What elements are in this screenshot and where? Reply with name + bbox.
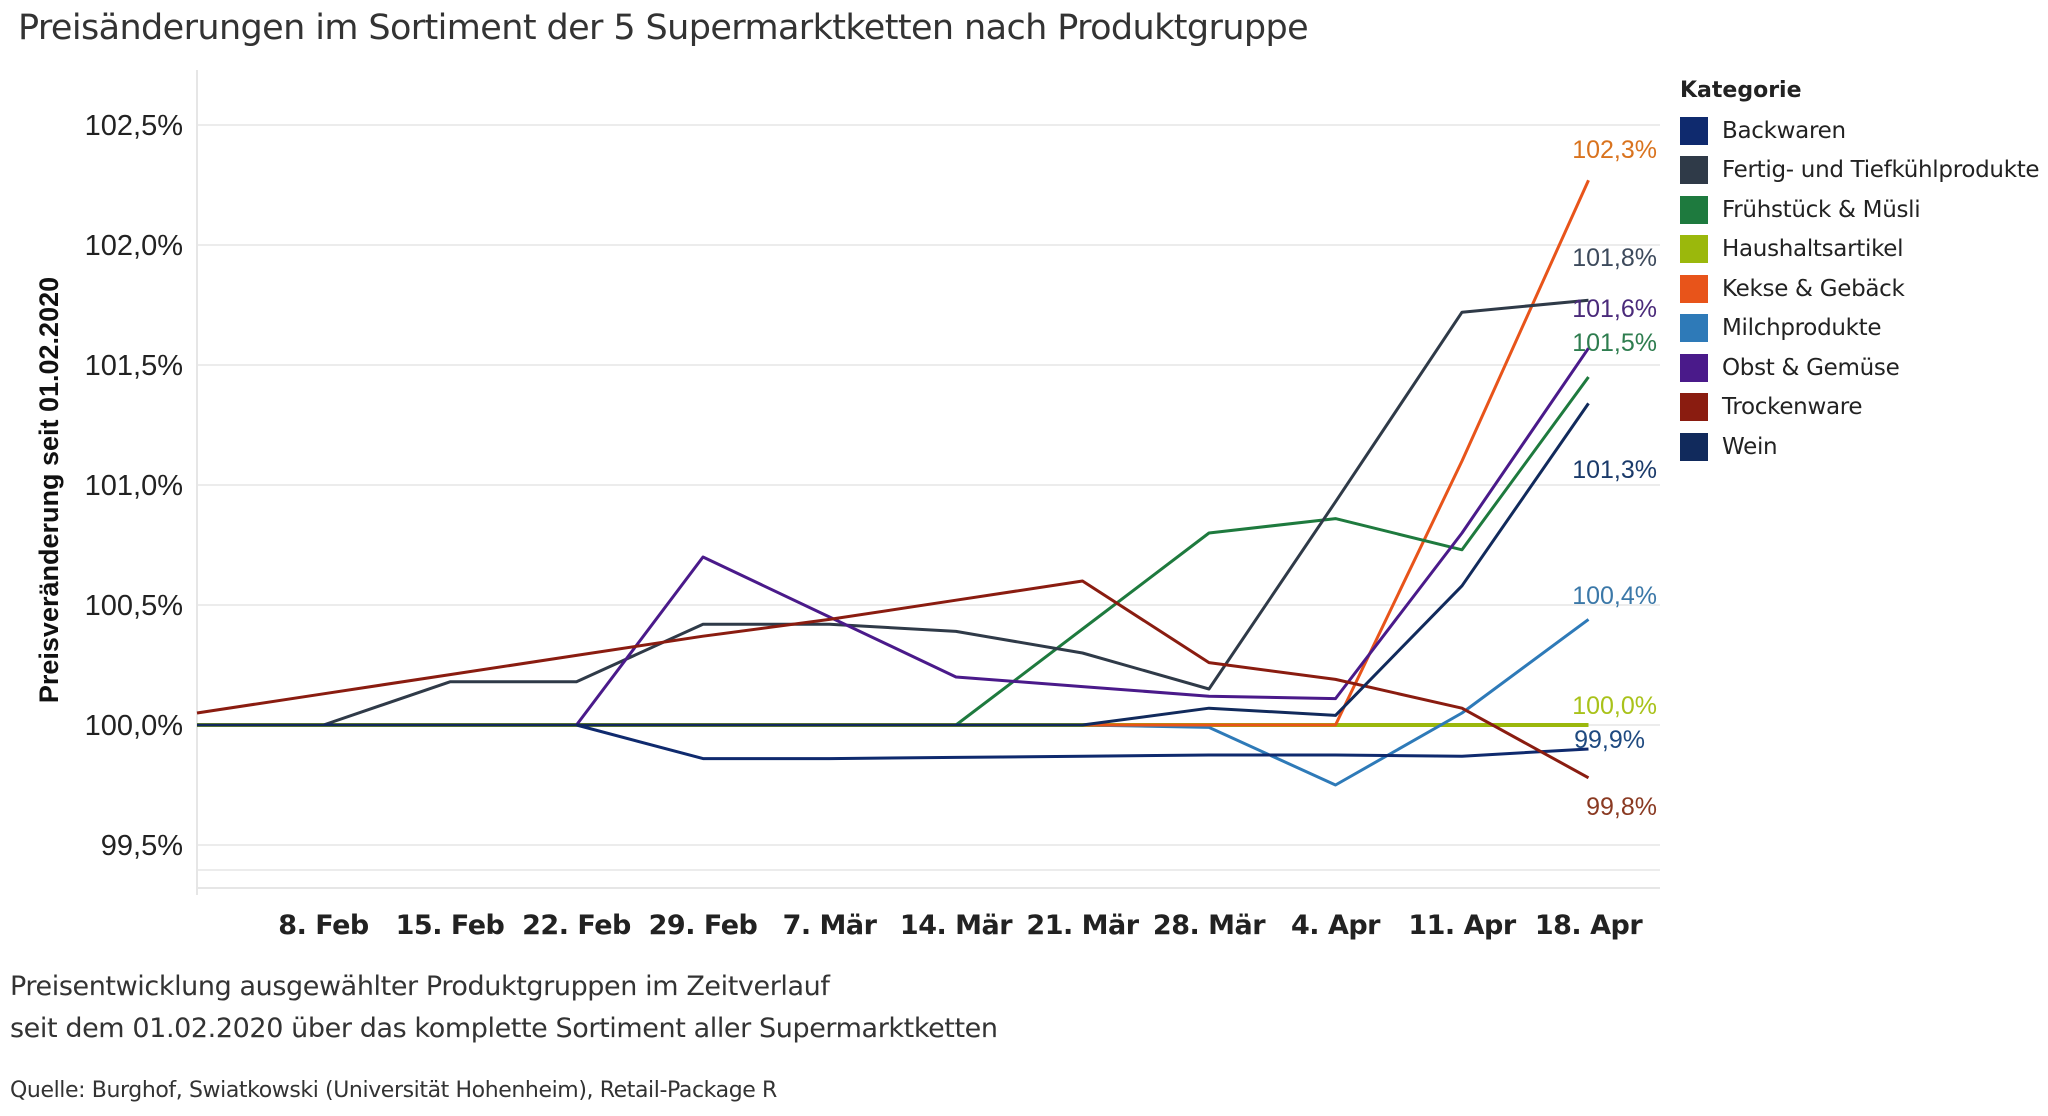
legend-item[interactable]: Frühstück & Müsli — [1680, 190, 2039, 230]
series-line-milchprodukte — [197, 618, 1590, 787]
legend-swatch — [1680, 393, 1708, 422]
x-tick-label: 18. Apr — [1535, 910, 1643, 941]
legend-swatch — [1680, 116, 1708, 145]
series-line-kekse-geb-ck — [197, 179, 1590, 727]
legend-swatch — [1680, 432, 1708, 461]
x-tick-label: 21. Mär — [1026, 910, 1139, 941]
legend-item[interactable]: Fertig- und Tiefkühlprodukte — [1680, 151, 2040, 191]
legend-item[interactable]: Backwaren — [1680, 111, 2039, 151]
x-tick-label: 4. Apr — [1291, 910, 1381, 941]
legend-title: Kategorie — [1680, 78, 1802, 103]
y-tick-label: 100,5% — [85, 590, 183, 622]
legend-label: Kekse & Gebäck — [1722, 275, 1905, 302]
legend-item[interactable]: Milchprodukte — [1680, 309, 2039, 349]
y-tick-label: 102,5% — [85, 110, 183, 142]
x-tick-label: 8. Feb — [278, 910, 369, 941]
series-line-fr-hst-ck-m-sli — [197, 376, 1590, 727]
y-tick-label: 101,5% — [85, 350, 183, 382]
y-axis-label: Preisveränderung seit 01.02.2020 — [34, 277, 64, 703]
end-label: 101,6% — [1572, 295, 1657, 323]
x-tick-label: 28. Mär — [1153, 910, 1266, 941]
end-labels: 101,8% 101,5% 100,0% 102,3% 100,4% 101,6% 99,8… — [1572, 136, 1657, 821]
legend-swatch — [1680, 274, 1708, 303]
x-tick-label: 7. Mär — [783, 910, 878, 941]
legend-item[interactable]: Wein — [1680, 427, 2039, 467]
source-note: Quelle: Burghof, Swiatkowski (Universitä… — [10, 1078, 777, 1103]
legend-item[interactable]: Haushaltsartikel — [1680, 230, 2039, 270]
end-label: 100,0% — [1572, 692, 1657, 720]
series-line-wein — [197, 402, 1590, 727]
legend-item[interactable]: Kekse & Gebäck — [1680, 269, 2039, 309]
legend-label: Backwaren — [1722, 117, 1846, 144]
legend-swatch — [1680, 195, 1708, 224]
legend-swatch — [1680, 314, 1708, 343]
end-label: 99,9% — [1574, 726, 1645, 754]
end-label: 100,4% — [1572, 582, 1657, 610]
y-tick-label: 99,5% — [101, 830, 183, 862]
legend-label: Wein — [1722, 433, 1778, 460]
series-line-fertig-und-tiefk-hlprodukte — [197, 298, 1589, 727]
caption: Preisentwicklung ausgewählter Produktgru… — [10, 966, 998, 1050]
series-line-backwaren — [197, 723, 1589, 761]
chart-title: Preisänderungen im Sortiment der 5 Super… — [18, 8, 1309, 48]
legend-label: Obst & Gemüse — [1722, 354, 1900, 381]
legend-label: Trockenware — [1722, 394, 1863, 421]
x-tick-label: 22. Feb — [522, 910, 631, 941]
end-label: 99,8% — [1586, 793, 1657, 821]
legend-item[interactable]: Obst & Gemüse — [1680, 348, 2039, 388]
legend-label: Fertig- und Tiefkühlprodukte — [1722, 157, 2040, 184]
y-tick-label: 101,0% — [85, 470, 183, 502]
legend-label: Frühstück & Müsli — [1722, 196, 1921, 223]
legend-item[interactable]: Trockenware — [1680, 388, 2039, 428]
x-axis-ticks: 8. Feb 15. Feb 22. Feb 29. Feb 7. Mär 14. Mär… — [278, 910, 1644, 941]
series-lines — [196, 179, 1590, 787]
legend: Kategorie Backwaren Fertig- und Tiefkühlp… — [1680, 78, 2040, 467]
y-tick-label: 100,0% — [85, 710, 183, 742]
x-tick-label: 29. Feb — [649, 910, 758, 941]
end-label: 101,3% — [1572, 456, 1657, 484]
end-label: 102,3% — [1572, 136, 1657, 164]
series-line-trockenware — [196, 579, 1590, 780]
y-axis-ticks: 99,5% 100,0% 100,5% 101,0% 101,5% 102,0% 102,5… — [85, 110, 183, 862]
x-tick-label: 14. Mär — [900, 910, 1013, 941]
end-label: 101,5% — [1572, 329, 1657, 357]
legend-swatch — [1680, 156, 1708, 185]
legend-swatch — [1680, 235, 1708, 264]
end-label: 101,8% — [1572, 244, 1657, 272]
legend-label: Haushaltsartikel — [1722, 236, 1904, 263]
y-tick-label: 102,0% — [85, 230, 183, 262]
caption-line-1: Preisentwicklung ausgewählter Produktgru… — [10, 971, 830, 1002]
x-tick-label: 15. Feb — [396, 910, 505, 941]
caption-line-2: seit dem 01.02.2020 über das komplette S… — [10, 1013, 998, 1044]
legend-swatch — [1680, 353, 1708, 382]
line-chart: 99,5% 100,0% 100,5% 101,0% 101,5% 102,0% 102,5… — [34, 70, 1660, 941]
legend-label: Milchprodukte — [1722, 315, 1882, 342]
x-tick-label: 11. Apr — [1408, 910, 1516, 941]
